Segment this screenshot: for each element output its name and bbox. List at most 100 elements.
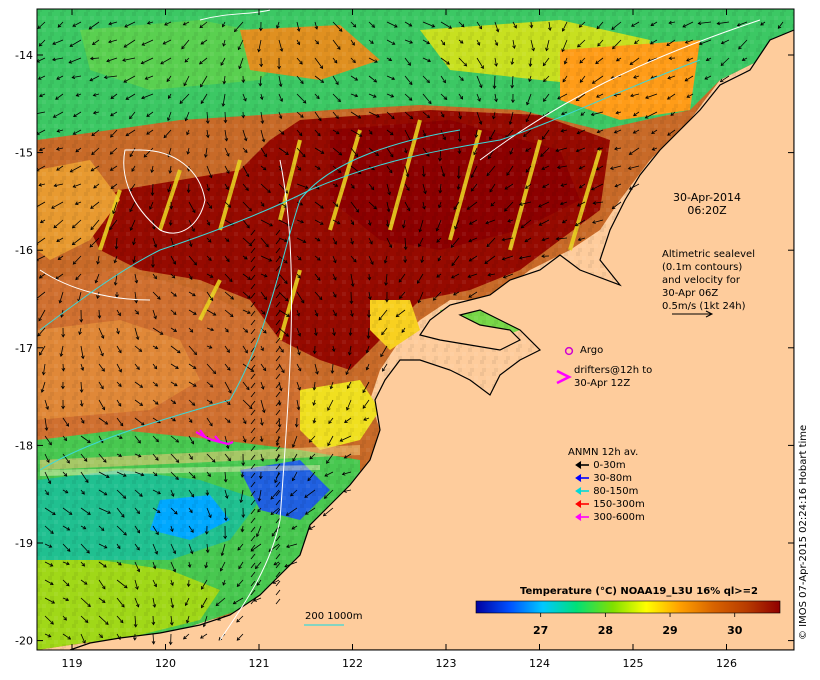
axis-ticks: [37, 9, 794, 650]
velocity-arrowhead: [61, 385, 65, 390]
velocity-arrowhead: [333, 59, 338, 64]
velocity-arrow: [37, 165, 46, 171]
velocity-arrowhead: [100, 527, 105, 532]
velocity-arrowhead: [119, 422, 124, 427]
velocity-arrowhead: [611, 205, 616, 210]
velocity-arrow: [368, 57, 378, 63]
velocity-arrow: [458, 111, 462, 119]
velocity-arrowhead: [118, 368, 122, 373]
colorbar-tick-labels: 27 28 29 30: [533, 624, 743, 637]
velocity-arrowhead: [284, 297, 289, 302]
velocity-arrowhead: [297, 387, 301, 391]
velocity-arrowhead: [45, 406, 49, 410]
velocity-arrow: [422, 57, 431, 62]
mooring-arrow: [275, 292, 281, 299]
velocity-arrowhead: [66, 460, 70, 464]
velocity-arrowhead: [468, 294, 473, 298]
velocity-arrowhead: [682, 24, 687, 28]
velocity-arrow: [509, 147, 514, 155]
velocity-arrowhead: [333, 276, 337, 281]
velocity-arrowhead: [492, 115, 496, 120]
velocity-arrowhead: [68, 511, 73, 515]
velocity-arrow: [278, 201, 287, 208]
velocity-arrowhead: [191, 402, 196, 406]
velocity-arrow: [200, 39, 208, 45]
velocity-arrowhead: [211, 459, 216, 463]
velocity-arrow: [278, 111, 282, 119]
velocity-arrowhead: [250, 368, 255, 372]
velocity-arrow: [278, 93, 283, 102]
velocity-arrow: [188, 507, 193, 513]
velocity-arrow: [543, 93, 550, 102]
velocity-arrow: [80, 597, 91, 607]
velocity-arrow: [524, 237, 532, 243]
velocity-arrow: [458, 57, 467, 67]
velocity-arrowhead: [684, 77, 689, 82]
velocity-arrow: [170, 381, 178, 387]
velocity-arrow: [134, 363, 140, 370]
velocity-arrowhead: [697, 21, 702, 26]
velocity-arrow: [437, 255, 442, 261]
mooring-arrow: [250, 571, 256, 578]
velocity-arrowhead: [633, 112, 637, 117]
velocity-arrow: [386, 219, 389, 227]
velocity-arrow: [78, 291, 82, 302]
velocity-arrow: [80, 363, 84, 371]
velocity-arrowhead: [146, 21, 151, 25]
velocity-arrowhead: [278, 115, 283, 120]
velocity-arrowhead: [172, 568, 177, 573]
velocity-arrow: [130, 219, 136, 231]
velocity-arrowhead: [154, 382, 159, 387]
velocity-arrowhead: [100, 335, 105, 339]
velocity-arrowhead: [170, 604, 175, 609]
velocity-arrow: [163, 39, 172, 45]
velocity-arrow: [366, 363, 370, 370]
velocity-arrowhead: [190, 493, 195, 498]
mooring-arrow: [250, 292, 256, 299]
velocity-arrowhead: [88, 26, 93, 30]
velocity-arrowhead: [575, 97, 580, 102]
velocity-arrow: [38, 309, 46, 321]
velocity-arrowhead: [389, 131, 394, 136]
velocity-arrow: [344, 417, 352, 423]
velocity-arrow: [260, 147, 267, 157]
velocity-arrowhead: [173, 328, 178, 332]
velocity-arrow: [181, 39, 190, 50]
velocity-arrow: [170, 597, 174, 608]
velocity-arrowhead: [226, 419, 231, 423]
velocity-arrow: [418, 237, 424, 247]
velocity-arrow: [666, 39, 676, 46]
velocity-arrow: [404, 201, 411, 211]
mooring-arrow: [275, 310, 281, 317]
velocity-arrow: [667, 75, 676, 79]
velocity-arrow: [188, 363, 197, 369]
velocity-arrow: [278, 273, 288, 284]
velocity-arrow: [131, 165, 136, 172]
colorbar-title: Temperature (°C) NOAA19_L3U 16% ql>=2: [520, 586, 759, 597]
velocity-arrow: [698, 21, 712, 24]
velocity-arrowhead: [226, 170, 230, 174]
velocity-arrow: [70, 165, 82, 173]
velocity-arrowhead: [59, 353, 64, 357]
velocity-arrowhead: [227, 457, 231, 462]
timestamp-label: 30-Apr-2014 06:20Z: [652, 191, 762, 217]
velocity-arrow: [404, 183, 410, 191]
velocity-arrow: [548, 21, 551, 31]
velocity-arrow: [72, 237, 82, 246]
velocity-arrow: [381, 327, 388, 335]
velocity-arrow: [80, 633, 86, 644]
velocity-arrowhead: [367, 222, 372, 226]
argo-float-marker: [564, 346, 574, 356]
velocity-arrow: [110, 111, 118, 117]
velocity-arrowhead: [370, 186, 375, 191]
velocity-arrowhead: [55, 147, 60, 151]
velocity-arrowhead: [468, 221, 473, 225]
velocity-arrow: [596, 21, 604, 30]
velocity-arrow: [313, 381, 316, 390]
velocity-arrowhead: [167, 117, 171, 122]
velocity-arrow: [242, 273, 251, 280]
velocity-arrow: [525, 147, 532, 152]
velocity-arrowhead: [109, 151, 114, 155]
velocity-arrow: [368, 129, 373, 135]
velocity-arrow: [350, 39, 355, 46]
